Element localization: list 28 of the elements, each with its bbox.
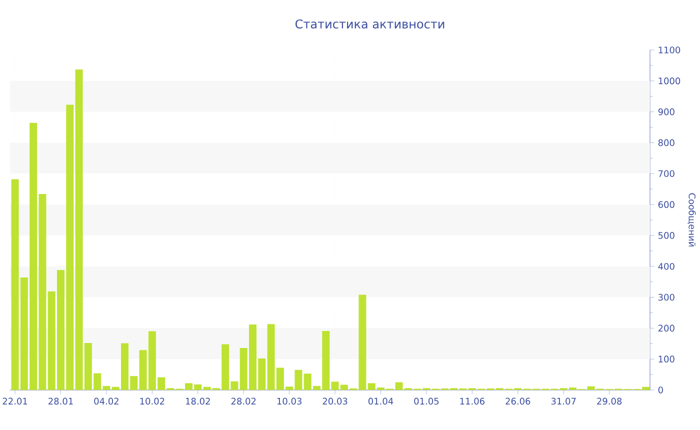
x-tick-label: 28.01 [48,398,73,405]
x-tick-label: 04.02 [94,398,118,405]
y-tick-label: 1000 [658,77,680,84]
x-tick-label: 10.02 [140,398,164,405]
x-tick-label: 31.07 [551,398,576,405]
x-tick-label: 01.04 [368,398,394,405]
x-tick-label: 10.03 [277,398,302,405]
x-tick-label: 20.03 [322,398,348,405]
x-tick-label: 29.08 [597,398,622,405]
x-tick-label: 11.06 [460,398,484,405]
y-tick-label: 1100 [658,46,680,54]
x-tick-label: 28.02 [231,398,256,405]
y-tick-label: 800 [658,139,674,146]
x-tick-label: 18.02 [186,398,210,405]
y-axis-title: Сообщений [688,193,696,246]
y-tick-label: 0 [658,386,663,394]
x-tick-label: 22.01 [2,398,28,405]
y-tick-label: 400 [658,262,674,270]
y-tick-label: 700 [658,170,674,178]
y-tick-label: 300 [658,294,674,301]
chart-title: Статистика активности [296,19,444,29]
y-tick-label: 100 [658,356,674,362]
y-tick-label: 500 [658,232,674,239]
x-tick-label: 01.05 [414,398,439,405]
x-tick-label: 26.06 [506,398,530,405]
y-tick-label: 600 [658,201,674,208]
y-tick-label: 900 [658,108,674,116]
y-tick-label: 200 [658,324,674,332]
